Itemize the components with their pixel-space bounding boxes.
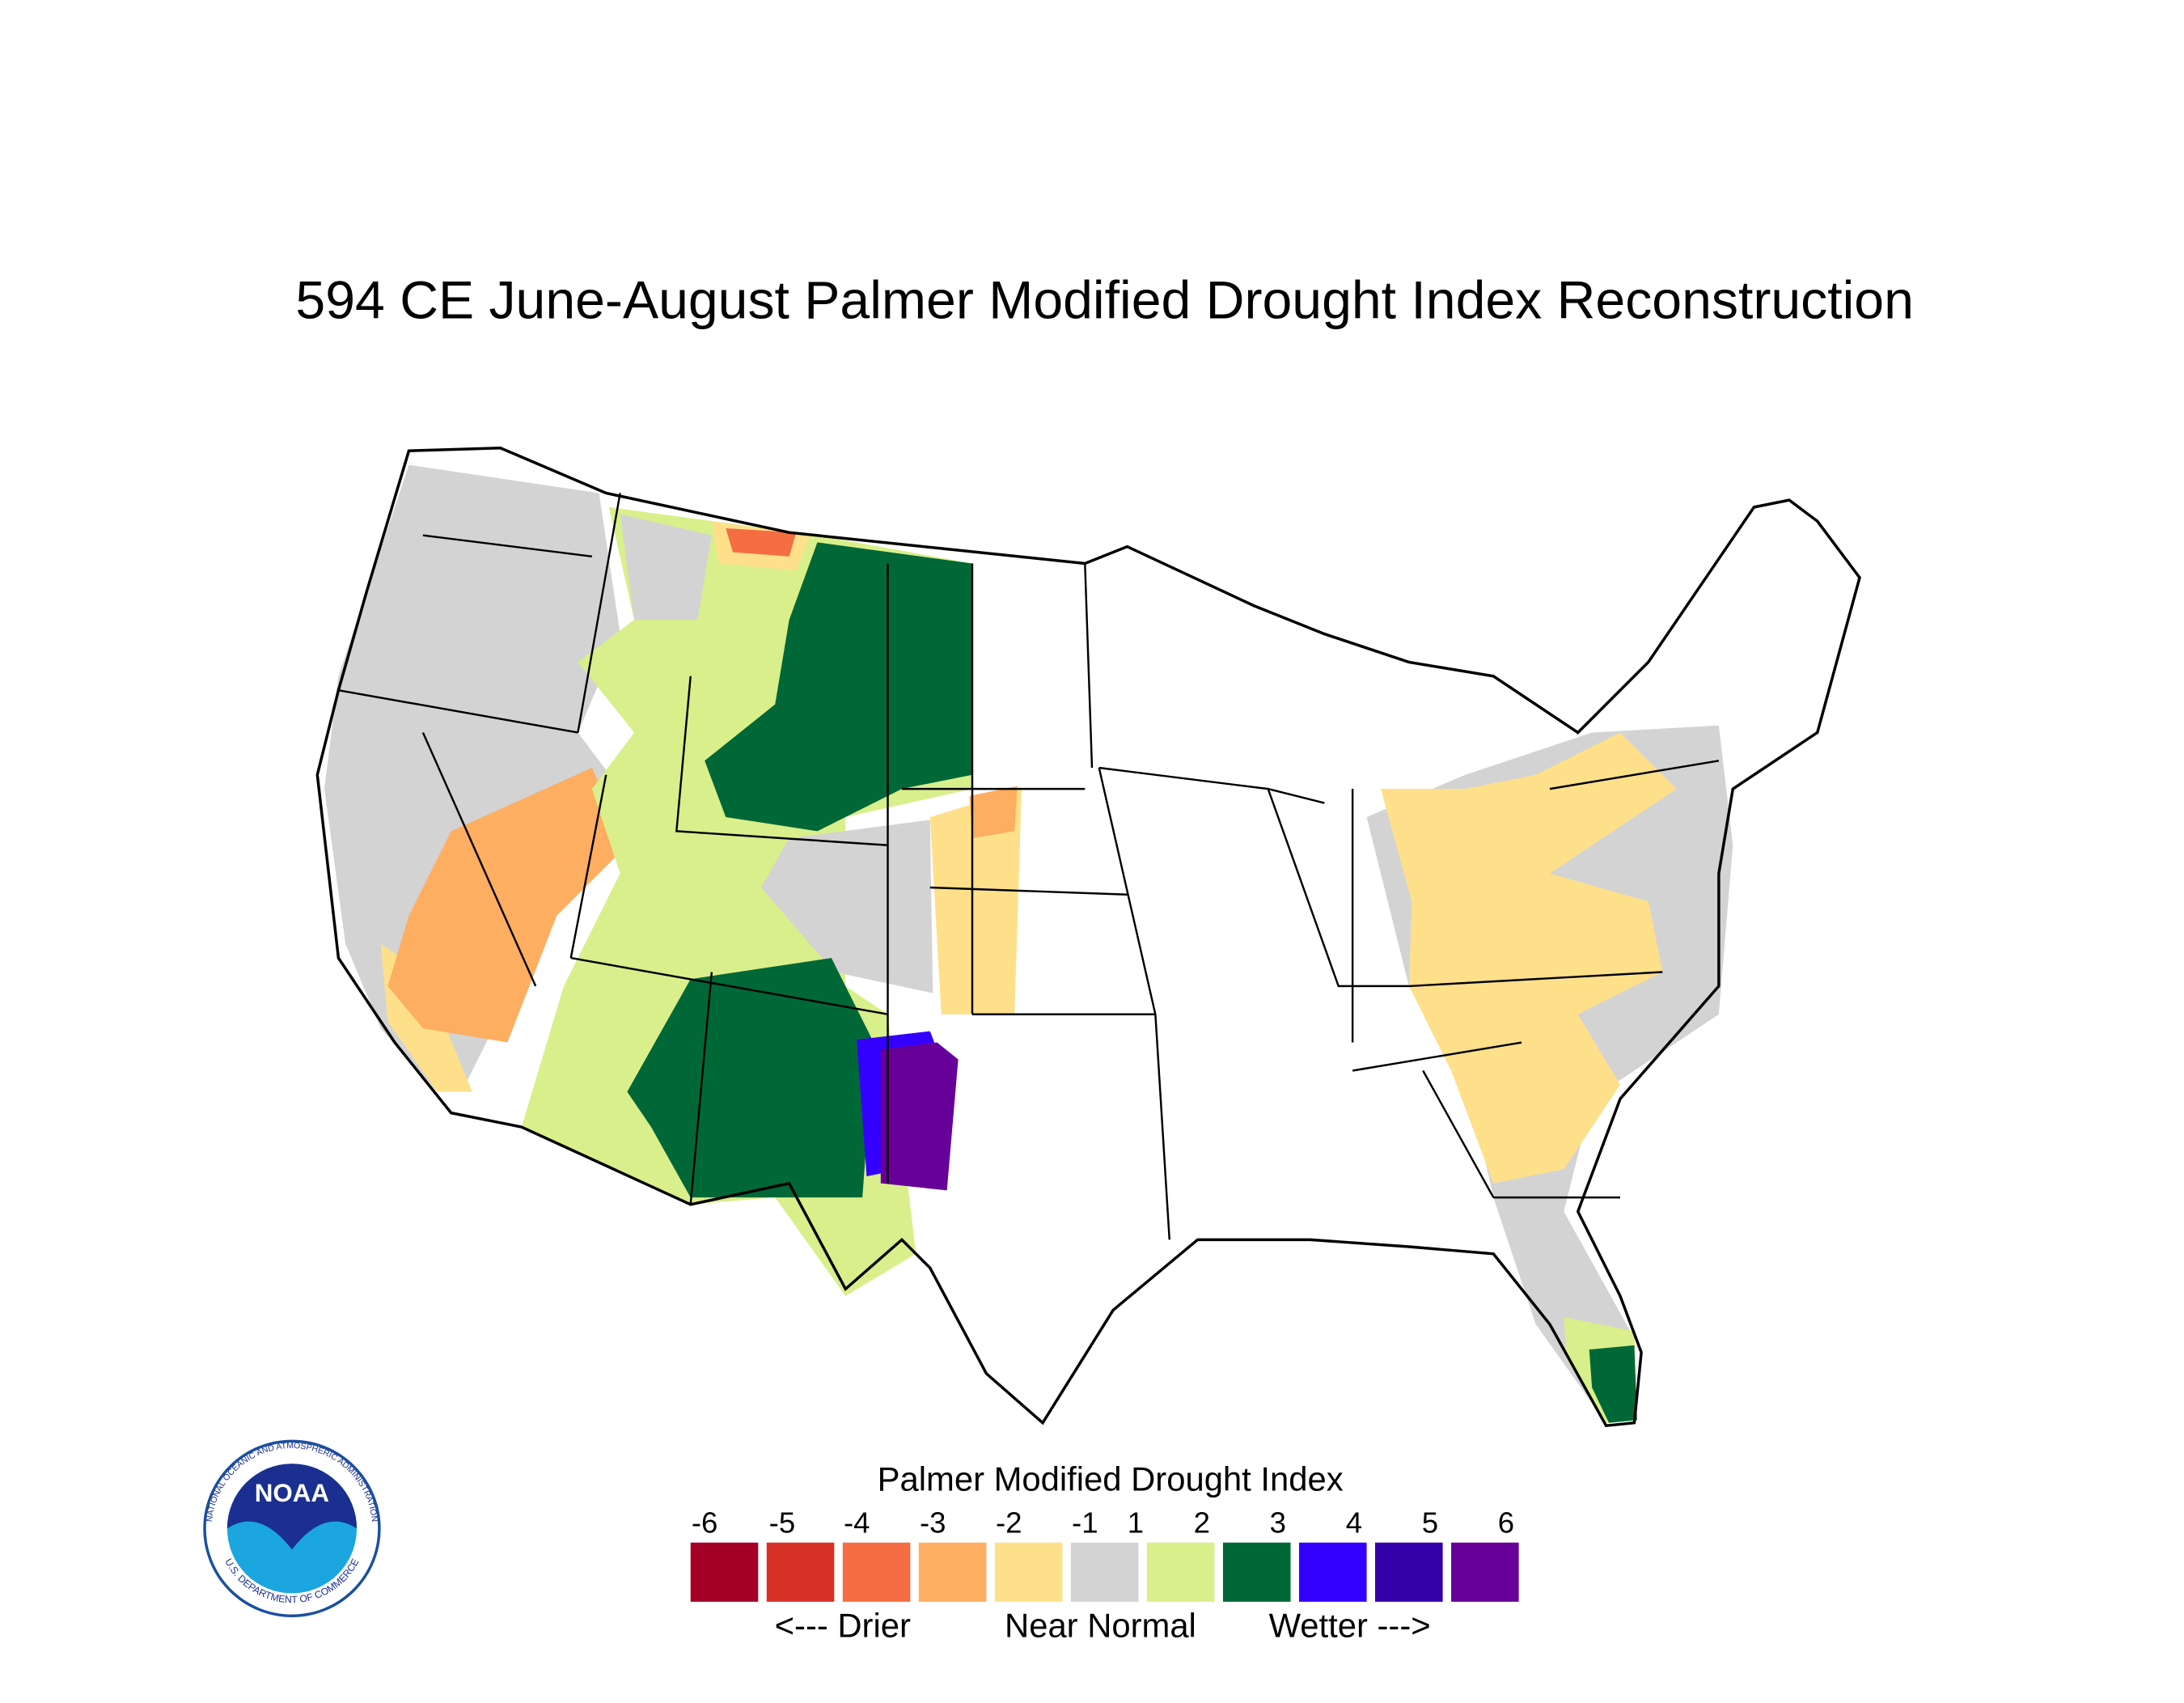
logo-text: NOAA bbox=[255, 1479, 329, 1507]
legend-tick-label: -3 bbox=[920, 1506, 946, 1540]
legend-caption: Wetter ---> bbox=[1269, 1606, 1431, 1644]
legend-swatch bbox=[1375, 1542, 1443, 1602]
drought-region bbox=[324, 464, 620, 1092]
logo-sky bbox=[226, 1464, 358, 1550]
legend-swatch bbox=[918, 1542, 987, 1602]
legend-tick-label: -4 bbox=[844, 1506, 870, 1540]
legend-caption: <--- Drier bbox=[775, 1606, 911, 1644]
drought-region bbox=[726, 527, 797, 557]
legend-swatch bbox=[1146, 1542, 1215, 1602]
drought-region bbox=[387, 768, 628, 1043]
legend-swatch bbox=[1298, 1542, 1367, 1602]
legend-title: Palmer Modified Drought Index bbox=[878, 1459, 1344, 1498]
legend-swatch bbox=[766, 1542, 835, 1602]
legend-tick-label: -5 bbox=[769, 1506, 796, 1540]
legend: -6 -5 -4 -3 -2 -1 1 2 3 4 5 6 <--- Drier Near Normal W… bbox=[690, 1506, 1519, 1644]
title: 594 CE June-August Palmer Modified Droug… bbox=[295, 271, 1913, 331]
drought-region bbox=[929, 789, 1022, 1015]
us-outline bbox=[315, 446, 1861, 1428]
legend-tick-label: -6 bbox=[692, 1506, 717, 1540]
drought-region bbox=[760, 820, 933, 993]
drought-region bbox=[627, 958, 874, 1198]
legend-tick-label: 5 bbox=[1422, 1506, 1438, 1540]
drought-region bbox=[969, 786, 1018, 839]
noaa-logo: NOAA NATIONAL OCEANIC AND ATMOSPHERIC AD… bbox=[203, 1439, 381, 1618]
drought-region bbox=[1589, 1345, 1637, 1423]
drought-region bbox=[880, 1042, 959, 1191]
legend-swatch bbox=[1070, 1542, 1139, 1602]
state-borders bbox=[338, 493, 1720, 1240]
legend-tick-label: 2 bbox=[1194, 1506, 1210, 1540]
drought-region bbox=[620, 514, 712, 621]
legend-swatch bbox=[842, 1542, 911, 1602]
legend-swatch bbox=[690, 1542, 759, 1602]
legend-tick-label: -2 bbox=[996, 1506, 1022, 1540]
legend-caption: Near Normal bbox=[1005, 1606, 1196, 1644]
legend-tick-label: 4 bbox=[1346, 1506, 1362, 1540]
legend-swatch bbox=[1451, 1542, 1519, 1602]
legend-tick-label: -1 bbox=[1072, 1506, 1098, 1540]
drought-region bbox=[705, 542, 972, 832]
legend-swatch bbox=[994, 1542, 1063, 1602]
legend-swatch bbox=[1222, 1542, 1291, 1602]
drought-regions bbox=[324, 464, 1733, 1423]
legend-tick-label: 3 bbox=[1270, 1506, 1286, 1540]
legend-tick-label: 1 bbox=[1128, 1506, 1144, 1540]
legend-tick-label: 6 bbox=[1498, 1506, 1514, 1540]
drought-region bbox=[1380, 732, 1677, 1184]
